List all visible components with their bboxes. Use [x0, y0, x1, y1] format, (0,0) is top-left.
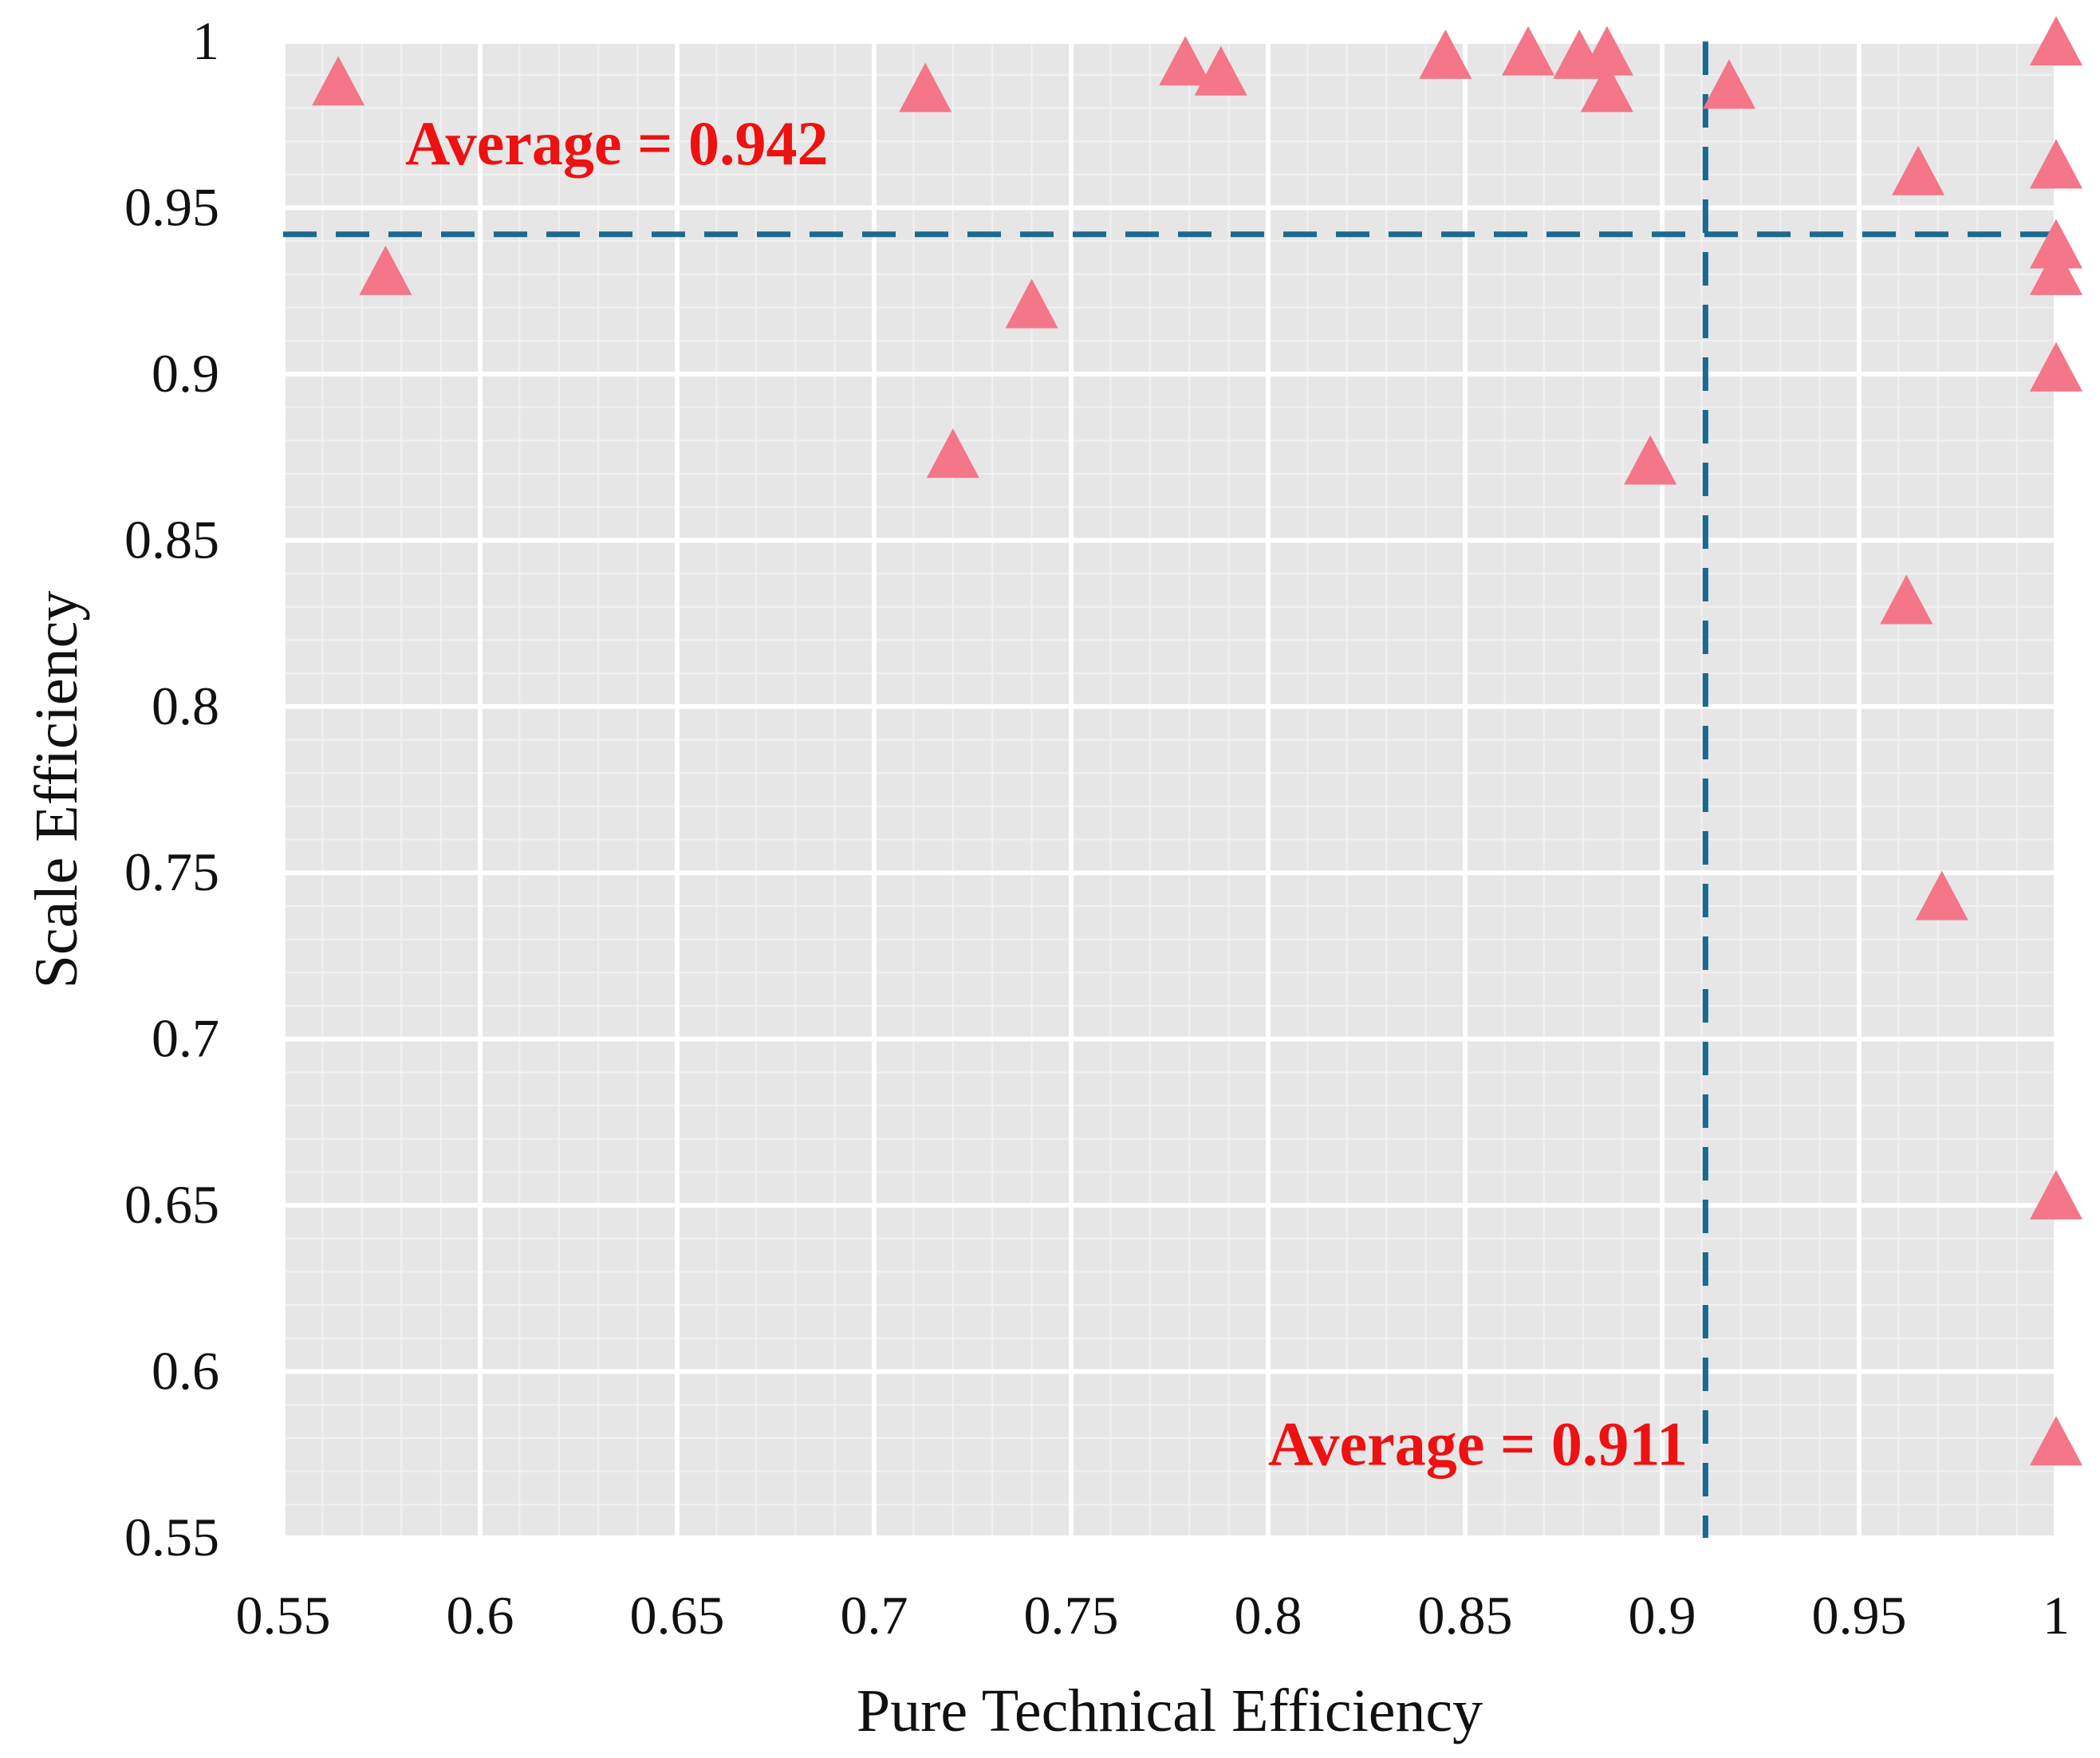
major-gridlines	[281, 39, 2059, 1540]
data-point-triangle	[926, 428, 979, 479]
data-point-triangle	[1624, 435, 1677, 485]
y-tick-label: 1	[192, 10, 219, 71]
data-point-triangle	[2030, 341, 2082, 392]
y-tick-label: 0.95	[124, 176, 219, 237]
data-point-triangle	[1159, 36, 1212, 86]
data-point-triangle	[2030, 139, 2082, 189]
y-tick-label: 0.75	[124, 842, 219, 902]
x-tick-label: 0.75	[1024, 1585, 1119, 1646]
y-tick-label: 0.65	[124, 1174, 219, 1235]
data-point-triangle	[2030, 1416, 2082, 1466]
average-annotation: Average = 0.942	[405, 108, 828, 178]
x-axis-title: Pure Technical Efficiency	[857, 1677, 1483, 1744]
x-tick-label: 0.8	[1235, 1585, 1302, 1646]
data-points	[312, 16, 2082, 1466]
annotations: Average = 0.942 Average = 0.911	[405, 108, 1688, 1478]
data-point-triangle	[312, 56, 365, 106]
data-point-triangle	[2030, 16, 2082, 66]
data-point-triangle	[1419, 29, 1472, 79]
data-point-triangle	[1005, 278, 1058, 329]
plot-panel	[283, 41, 2056, 1538]
y-tick-label: 0.85	[124, 509, 219, 570]
data-point-triangle	[1194, 45, 1247, 96]
data-point-triangle	[1892, 145, 1945, 195]
x-tick-label: 0.6	[447, 1585, 514, 1646]
data-point-triangle	[1580, 62, 1633, 112]
x-tick-label: 0.7	[841, 1585, 908, 1646]
data-point-triangle	[1702, 59, 1755, 109]
data-point-triangle	[1880, 574, 1933, 625]
data-point-triangle	[1915, 870, 1968, 920]
x-tick-label: 1	[2043, 1585, 2070, 1646]
data-point-triangle	[1502, 26, 1555, 76]
reference-lines	[283, 41, 2056, 1538]
x-tick-label: 0.9	[1629, 1585, 1696, 1646]
x-tick-label: 0.65	[630, 1585, 725, 1646]
y-tick-label: 0.6	[152, 1341, 219, 1401]
data-point-triangle	[2030, 1169, 2082, 1220]
data-point-triangle	[2030, 219, 2082, 269]
x-tick-label: 0.95	[1812, 1585, 1907, 1646]
average-annotation: Average = 0.911	[1268, 1409, 1688, 1478]
y-tick-label: 0.7	[152, 1008, 219, 1069]
x-tick-label: 0.55	[236, 1585, 331, 1646]
data-point-triangle	[359, 245, 412, 295]
y-tick-label: 0.9	[152, 343, 219, 404]
y-tick-label: 0.55	[124, 1507, 219, 1567]
data-point-triangle	[899, 62, 952, 112]
x-axis-tick-labels: 0.55 0.6 0.65 0.7 0.75 0.8 0.85 0.9 0.95 1	[236, 1585, 2070, 1646]
data-point-triangle	[1580, 26, 1633, 76]
y-axis-tick-labels: 0.55 0.6 0.65 0.7 0.75 0.8 0.85 0.9 0.95 1	[124, 10, 219, 1567]
x-tick-label: 0.85	[1418, 1585, 1513, 1646]
y-axis-title: Scale Efficiency	[23, 591, 90, 989]
y-tick-label: 0.8	[152, 676, 219, 736]
data-point-triangle	[2030, 245, 2082, 295]
